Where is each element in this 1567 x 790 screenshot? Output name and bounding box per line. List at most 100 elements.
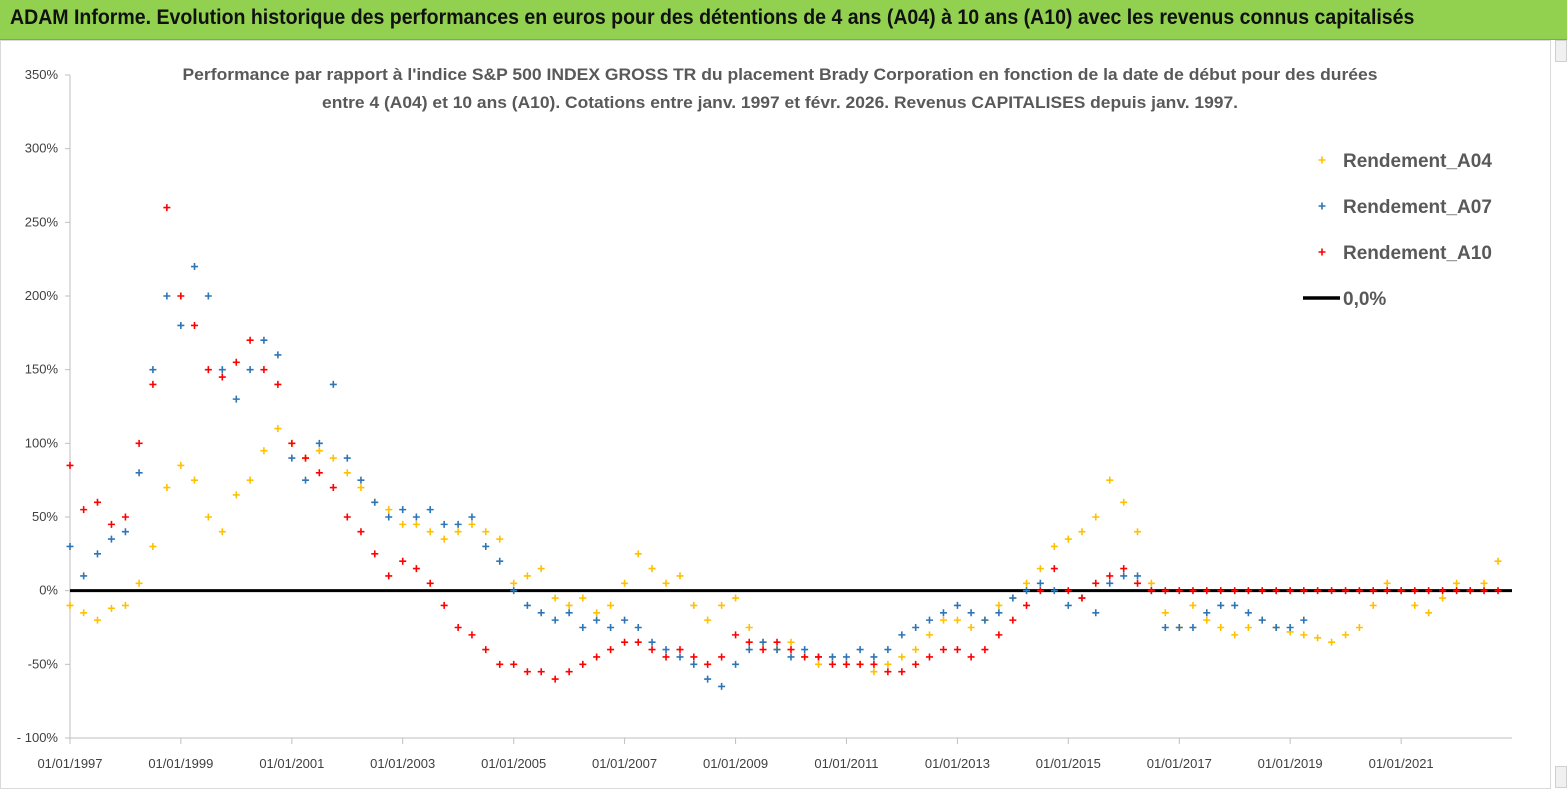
- data-point: [1023, 601, 1031, 609]
- data-point: [607, 646, 615, 654]
- data-point: [482, 528, 490, 536]
- series-rendement-a10: [66, 204, 1502, 683]
- legend-label: Rendement_A07: [1343, 197, 1492, 218]
- data-point: [302, 476, 310, 484]
- data-point: [1203, 609, 1211, 617]
- data-point: [1286, 587, 1294, 595]
- data-point: [884, 646, 892, 654]
- data-point: [135, 439, 143, 447]
- data-point: [149, 380, 157, 388]
- data-point: [593, 609, 601, 617]
- data-point: [1383, 587, 1391, 595]
- data-point: [1231, 601, 1239, 609]
- data-point: [288, 439, 296, 447]
- data-point: [1175, 624, 1183, 631]
- data-point: [607, 624, 615, 631]
- data-point: [773, 638, 781, 646]
- data-point: [607, 601, 615, 609]
- data-point: [759, 638, 767, 646]
- scroll-down-handle[interactable]: [1555, 766, 1567, 788]
- data-point: [648, 638, 656, 646]
- data-point: [440, 520, 448, 528]
- data-point: [260, 366, 268, 374]
- data-point: [1383, 579, 1391, 587]
- data-point: [426, 579, 434, 587]
- data-point: [579, 660, 587, 668]
- data-point: [1217, 624, 1225, 631]
- data-point: [274, 425, 282, 433]
- data-point: [1009, 616, 1017, 624]
- data-point: [884, 668, 892, 676]
- x-tick-label: 01/01/2013: [925, 756, 990, 771]
- data-point: [66, 542, 74, 550]
- data-point: [1175, 587, 1183, 595]
- data-point: [191, 476, 199, 484]
- data-point: [1106, 476, 1114, 484]
- data-point: [621, 616, 629, 624]
- data-point: [551, 675, 559, 683]
- x-tick-label: 01/01/2005: [481, 756, 546, 771]
- data-point: [1314, 587, 1322, 595]
- data-point: [925, 616, 933, 624]
- data-point: [1036, 587, 1044, 595]
- data-point: [1064, 535, 1072, 543]
- scroll-up-handle[interactable]: [1555, 40, 1567, 62]
- data-point: [468, 520, 476, 528]
- data-point: [593, 616, 601, 624]
- data-point: [676, 572, 684, 580]
- data-point: [1300, 587, 1308, 595]
- data-point: [1342, 587, 1350, 595]
- data-point: [204, 366, 212, 374]
- data-point: [787, 653, 795, 661]
- data-point: [426, 528, 434, 536]
- data-point: [953, 616, 961, 624]
- data-point: [302, 454, 310, 462]
- y-tick-label: 350%: [25, 67, 59, 82]
- data-point: [828, 653, 836, 661]
- data-point: [1106, 572, 1114, 580]
- data-point: [93, 498, 101, 506]
- data-point: [842, 653, 850, 661]
- data-point: [732, 594, 740, 602]
- data-point: [510, 587, 518, 595]
- data-point: [510, 660, 518, 668]
- data-point: [1050, 565, 1058, 573]
- data-point: [1439, 594, 1447, 602]
- data-point: [1244, 587, 1252, 595]
- data-point: [399, 506, 407, 514]
- data-point: [454, 624, 462, 631]
- data-point: [468, 513, 476, 521]
- data-point: [967, 609, 975, 617]
- x-tick-label: 01/01/2019: [1258, 756, 1323, 771]
- data-point: [191, 321, 199, 329]
- chart-legend: Rendement_A04 Rendement_A07 Rendement_A10 0…: [1280, 130, 1505, 320]
- data-point: [981, 616, 989, 624]
- legend-marker: [1318, 156, 1326, 164]
- data-point: [801, 646, 809, 654]
- data-point: [1314, 634, 1322, 642]
- data-point: [1120, 572, 1128, 580]
- data-point: [1064, 601, 1072, 609]
- data-point: [1050, 587, 1058, 595]
- data-point: [1134, 528, 1142, 536]
- data-point: [537, 565, 545, 573]
- report-title: ADAM Informe. Evolution historique des p…: [10, 6, 1415, 29]
- chart-title-line1: Performance par rapport à l'indice S&P 5…: [183, 65, 1378, 84]
- data-point: [121, 528, 129, 536]
- data-point: [745, 624, 753, 631]
- data-point: [523, 572, 531, 580]
- data-point: [482, 646, 490, 654]
- data-point: [1480, 579, 1488, 587]
- data-point: [329, 484, 337, 492]
- chart-canvas: - 100% -50% 0% 50% 100% 150% 200% 250% 300% 350% 0…: [0, 40, 1551, 789]
- data-point: [1147, 587, 1155, 595]
- data-point: [1411, 587, 1419, 595]
- legend-label: Rendement_A10: [1343, 243, 1492, 264]
- data-point: [1286, 624, 1294, 631]
- data-point: [939, 646, 947, 654]
- data-point: [718, 653, 726, 661]
- data-point: [371, 550, 379, 558]
- data-point: [870, 660, 878, 668]
- data-point: [1064, 587, 1072, 595]
- legend-box: [1280, 130, 1505, 320]
